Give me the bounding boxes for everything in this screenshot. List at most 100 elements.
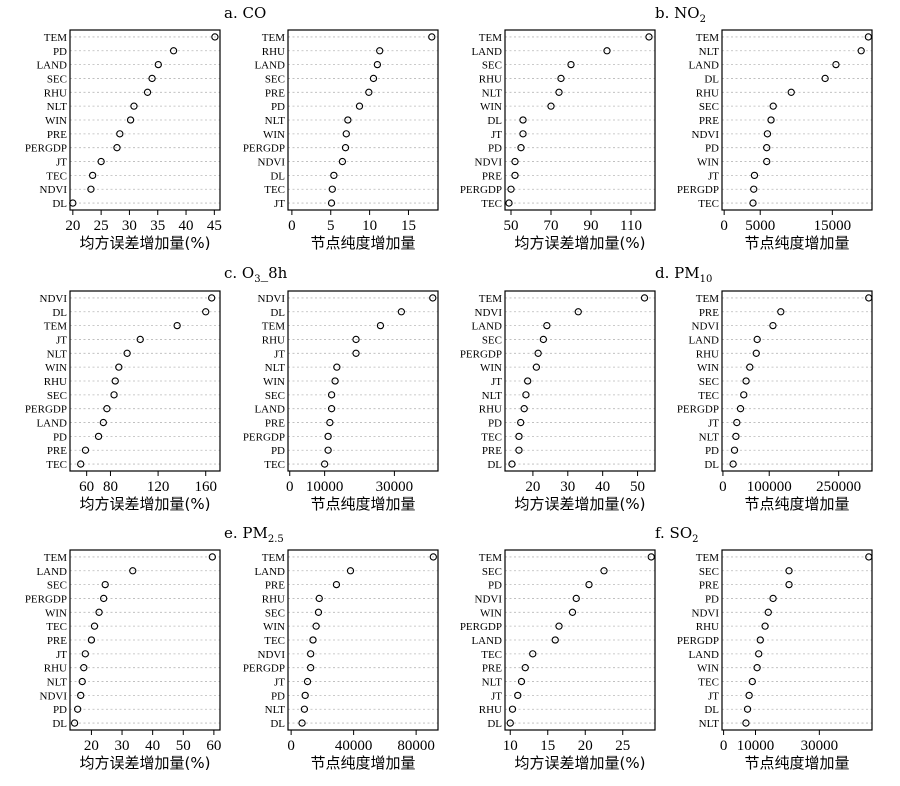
variable-label: TEM <box>696 32 719 44</box>
variable-label: RHU <box>44 663 67 675</box>
importance-point <box>763 157 771 166</box>
importance-point <box>355 102 364 110</box>
importance-point <box>506 719 514 727</box>
importance-point <box>555 88 563 96</box>
variable-label: JT <box>56 157 67 169</box>
x-tick-label: 20 <box>84 738 99 754</box>
x-tick-label: 80000 <box>397 738 435 754</box>
importance-point <box>600 567 608 575</box>
importance-point <box>376 321 385 330</box>
x-tick-label: 30 <box>122 218 137 234</box>
importance-point <box>330 171 338 180</box>
importance-point <box>547 102 555 110</box>
importance-point <box>585 580 593 589</box>
importance-point <box>324 432 332 441</box>
variable-label: PD <box>488 143 502 155</box>
variable-label: DL <box>487 718 502 730</box>
importance-point <box>154 60 162 69</box>
importance-point <box>320 460 329 468</box>
importance-point <box>373 60 382 69</box>
importance-point <box>202 308 210 316</box>
x-tick-label: 30 <box>560 479 575 495</box>
variable-label: NLT <box>265 704 286 716</box>
variable-label: PRE <box>265 418 285 430</box>
importance-point <box>745 691 753 700</box>
variable-label: JT <box>491 129 502 141</box>
x-tick-label: 160 <box>194 479 217 495</box>
importance-point <box>749 199 757 207</box>
importance-point <box>761 622 769 630</box>
variable-label: SEC <box>699 376 719 388</box>
variable-label: DL <box>704 704 719 716</box>
x-tick-label: 0 <box>719 479 727 495</box>
variable-label: NLT <box>482 390 503 402</box>
importance-point <box>753 335 761 344</box>
importance-point <box>551 636 559 644</box>
x-tick-label: 70 <box>544 218 559 234</box>
importance-point <box>126 116 135 124</box>
variable-label: DL <box>704 73 719 85</box>
importance-point <box>81 446 90 454</box>
importance-point <box>543 321 551 330</box>
variable-label: WIN <box>263 621 285 633</box>
variable-label: NDVI <box>692 321 720 333</box>
importance-point <box>208 294 216 302</box>
importance-point <box>332 580 341 589</box>
variable-label: PD <box>705 593 719 605</box>
importance-point <box>769 321 777 330</box>
importance-point <box>327 391 336 399</box>
importance-point <box>303 677 312 686</box>
importance-point <box>326 418 334 427</box>
variable-label: JT <box>491 376 502 388</box>
importance-point <box>763 130 772 138</box>
importance-point <box>87 636 96 644</box>
variable-label: PD <box>488 418 502 430</box>
importance-point <box>529 650 537 658</box>
importance-point <box>365 88 373 96</box>
x-tick-label: 5000 <box>745 218 775 234</box>
variable-label: SEC <box>265 390 285 402</box>
importance-point <box>103 405 111 413</box>
variable-label: NDVI <box>475 157 503 169</box>
variable-label: PRE <box>482 445 502 457</box>
variable-label: PD <box>53 704 67 716</box>
variable-label: JT <box>708 418 719 430</box>
variable-label: RHU <box>44 376 67 388</box>
variable-label: DL <box>270 307 285 319</box>
variable-label: PERGDP <box>243 431 285 443</box>
importance-point <box>113 144 121 152</box>
importance-point <box>748 677 756 686</box>
importance-point <box>769 594 777 603</box>
variable-label: TEM <box>696 293 719 305</box>
x-tick-label: 0 <box>288 218 296 234</box>
x-tick-label: 10 <box>362 218 377 234</box>
importance-point <box>763 144 771 152</box>
variable-label: NDVI <box>475 307 503 319</box>
x-tick-label: 110 <box>620 218 642 234</box>
variable-label: TEC <box>264 184 285 196</box>
importance-point <box>514 691 522 700</box>
variable-label: NDVI <box>475 593 503 605</box>
importance-point <box>397 308 406 316</box>
variable-label: JT <box>708 690 719 702</box>
variable-label: TEC <box>698 198 719 210</box>
plot-frame <box>287 549 439 731</box>
x-tick-label: 50 <box>630 479 645 495</box>
x-tick-label: 120 <box>147 479 170 495</box>
x-tick-label: 40000 <box>335 738 373 754</box>
plot-frame <box>69 290 221 472</box>
variable-label: NDVI <box>692 607 720 619</box>
importance-point <box>77 460 85 468</box>
importance-point <box>603 47 611 55</box>
importance-point <box>173 321 181 330</box>
variable-label: TEC <box>264 635 285 647</box>
variable-label: NDVI <box>40 690 68 702</box>
variable-label: PRE <box>265 580 285 592</box>
variable-label: PRE <box>47 129 67 141</box>
variable-label: JT <box>274 677 285 689</box>
importance-point <box>341 144 350 152</box>
importance-point <box>429 294 437 302</box>
